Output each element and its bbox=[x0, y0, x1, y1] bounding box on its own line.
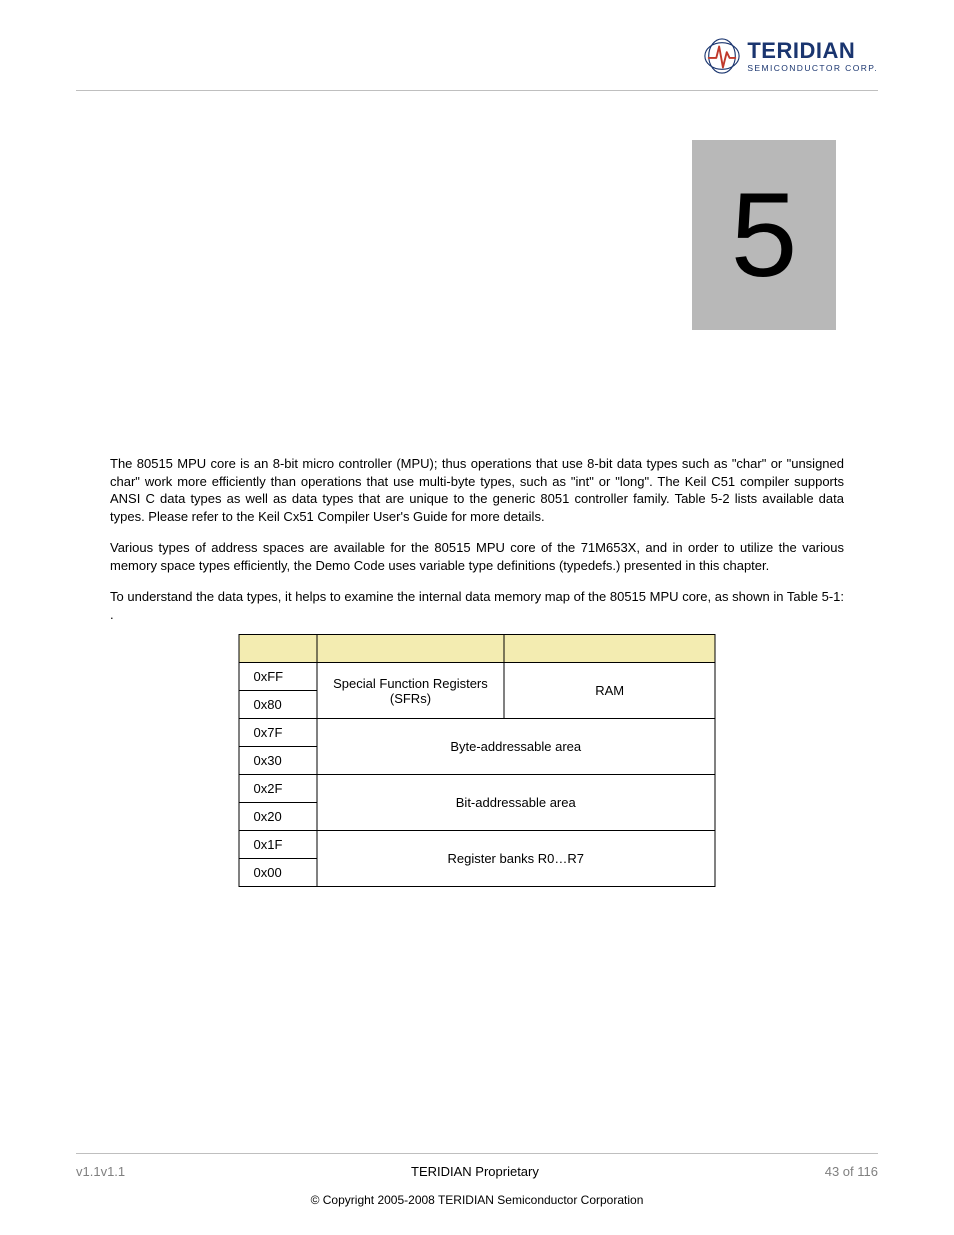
logo-subtitle: SEMICONDUCTOR CORP. bbox=[747, 64, 878, 73]
logo-title: TERIDIAN bbox=[747, 40, 878, 62]
table-cell-addr: 0x1F bbox=[239, 831, 317, 859]
table-row: 0x1F Register banks R0…R7 bbox=[239, 831, 715, 859]
paragraph-3: To understand the data types, it helps t… bbox=[110, 588, 844, 623]
footer-copyright: © Copyright 2005-2008 TERIDIAN Semicondu… bbox=[76, 1193, 878, 1207]
table-cell-sfr: Special Function Registers (SFRs) bbox=[317, 663, 505, 719]
paragraph-1: The 80515 MPU core is an 8-bit micro con… bbox=[110, 455, 844, 525]
table-row: 0x2F Bit-addressable area bbox=[239, 775, 715, 803]
table-cell-byte-area: Byte-addressable area bbox=[317, 719, 715, 775]
table-row: 0xFF Special Function Registers (SFRs) R… bbox=[239, 663, 715, 691]
page-footer: v1.1v1.1 TERIDIAN Proprietary 43 of 116 … bbox=[76, 1153, 878, 1207]
table-cell-addr: 0x00 bbox=[239, 859, 317, 887]
table-header-row bbox=[239, 635, 715, 663]
table-header-mid bbox=[317, 635, 505, 663]
table-cell-ram: RAM bbox=[504, 663, 715, 719]
footer-proprietary: TERIDIAN Proprietary bbox=[411, 1164, 539, 1179]
table-cell-addr: 0x20 bbox=[239, 803, 317, 831]
footer-page-number: 43 of 116 bbox=[825, 1164, 878, 1179]
table-cell-bit-area: Bit-addressable area bbox=[317, 775, 715, 831]
footer-version: v1.1v1.1 bbox=[76, 1164, 125, 1179]
table-cell-addr: 0x7F bbox=[239, 719, 317, 747]
table-cell-addr: 0x30 bbox=[239, 747, 317, 775]
body-text: The 80515 MPU core is an 8-bit micro con… bbox=[110, 455, 844, 637]
chapter-number: 5 bbox=[731, 166, 798, 304]
footer-row: v1.1v1.1 TERIDIAN Proprietary 43 of 116 bbox=[76, 1164, 878, 1179]
memory-map-table: 0xFF Special Function Registers (SFRs) R… bbox=[239, 634, 716, 887]
chapter-number-box: 5 bbox=[692, 140, 836, 330]
table-row: 0x7F Byte-addressable area bbox=[239, 719, 715, 747]
table-header-right bbox=[504, 635, 715, 663]
logo-text: TERIDIAN SEMICONDUCTOR CORP. bbox=[747, 40, 878, 73]
page: TERIDIAN SEMICONDUCTOR CORP. 5 The 80515… bbox=[0, 0, 954, 1235]
logo-icon bbox=[703, 37, 741, 75]
brand-logo: TERIDIAN SEMICONDUCTOR CORP. bbox=[703, 37, 878, 75]
table-cell-addr: 0x80 bbox=[239, 691, 317, 719]
table-cell-addr: 0xFF bbox=[239, 663, 317, 691]
table-cell-addr: 0x2F bbox=[239, 775, 317, 803]
table-header-addr bbox=[239, 635, 317, 663]
header-divider bbox=[76, 90, 878, 91]
table-cell-register-banks: Register banks R0…R7 bbox=[317, 831, 715, 887]
paragraph-2: Various types of address spaces are avai… bbox=[110, 539, 844, 574]
page-header: TERIDIAN SEMICONDUCTOR CORP. bbox=[76, 28, 878, 84]
footer-divider bbox=[76, 1153, 878, 1154]
